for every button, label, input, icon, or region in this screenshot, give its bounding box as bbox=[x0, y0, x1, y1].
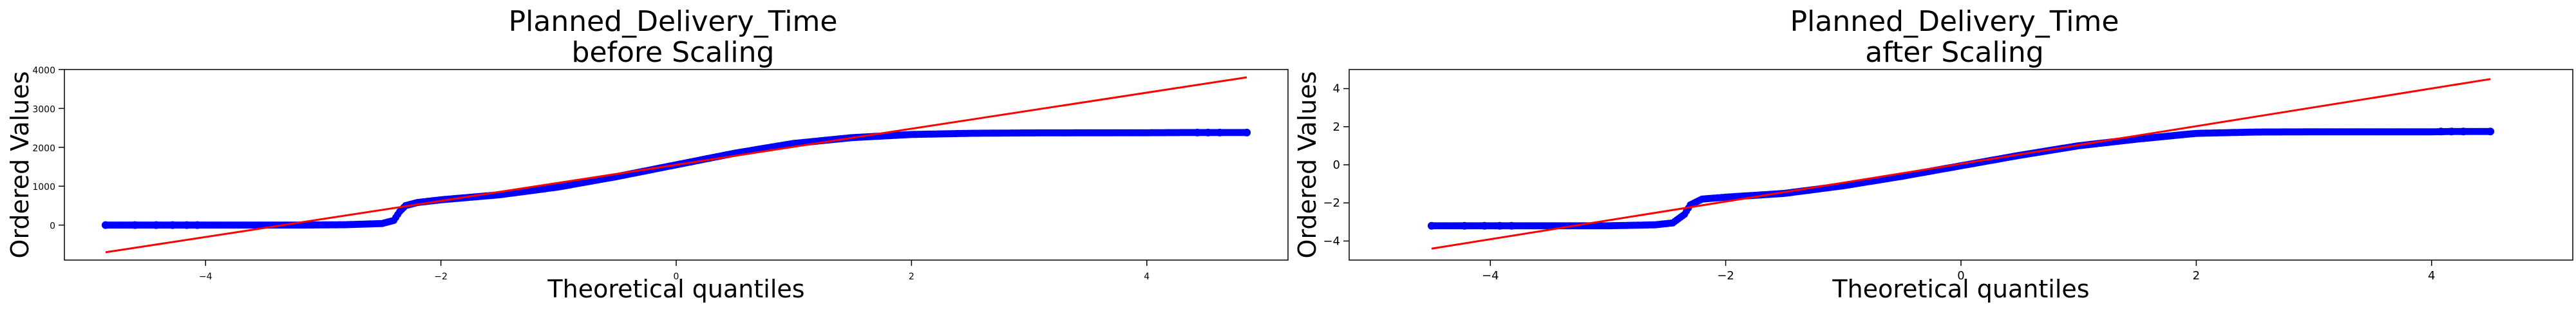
x-tick-label: 0 bbox=[674, 272, 679, 282]
tail-point bbox=[1461, 221, 1468, 230]
tail-point bbox=[1204, 128, 1212, 136]
x-tick-label: −4 bbox=[1482, 269, 1499, 283]
y-tick-label: 4000 bbox=[32, 66, 55, 76]
x-axis-label: Theoretical quantiles bbox=[547, 275, 804, 303]
x-tick-label: 2 bbox=[2193, 269, 2200, 283]
tail-point bbox=[1508, 221, 1516, 230]
tail-point bbox=[101, 221, 109, 229]
y-axis-label: Ordered Values bbox=[1293, 71, 1321, 259]
tail-point bbox=[1495, 221, 1504, 230]
chart-title-line1: Planned_Delivery_Time bbox=[1790, 5, 2119, 38]
tail-point bbox=[131, 221, 139, 229]
x-axis-ticks: −4 −2 0 2 4 bbox=[199, 260, 1150, 282]
chart-title-line1: Planned_Delivery_Time bbox=[509, 5, 838, 38]
y-axis-ticks: −4 −2 0 2 4 bbox=[1323, 82, 1349, 248]
tail-point bbox=[2486, 127, 2495, 136]
fit-line bbox=[1431, 78, 2491, 250]
y-axis-label: Ordered Values bbox=[6, 71, 34, 259]
y-tick-label: −4 bbox=[1323, 234, 1340, 248]
x-axis-label: Theoretical quantiles bbox=[1832, 275, 2089, 303]
y-tick-label: 3000 bbox=[32, 104, 55, 115]
data-marks bbox=[101, 76, 1251, 254]
y-tick-label: 0 bbox=[50, 221, 55, 232]
y-tick-label: 0 bbox=[1333, 158, 1340, 172]
tail-point bbox=[2447, 127, 2456, 136]
tail-point bbox=[193, 221, 202, 229]
tail-point bbox=[152, 221, 160, 229]
tail-point bbox=[1481, 221, 1489, 230]
x-tick-label: 0 bbox=[1957, 269, 1964, 283]
x-axis-ticks: −4 −2 0 2 4 bbox=[1482, 260, 2435, 283]
tail-point bbox=[1427, 221, 1435, 230]
qq-plot-after-scaling: Planned_Delivery_Time after Scaling −4 −2… bbox=[1293, 5, 2573, 303]
y-axis-ticks: 0 1000 2000 3000 4000 bbox=[32, 66, 64, 232]
tail-point bbox=[169, 221, 177, 229]
y-tick-label: 4 bbox=[1333, 82, 1340, 96]
x-tick-label: −2 bbox=[434, 272, 448, 282]
fit-line bbox=[105, 76, 1247, 254]
data-marks bbox=[1427, 78, 2495, 250]
chart-title-line2: after Scaling bbox=[1865, 36, 2043, 69]
x-tick-label: 4 bbox=[1144, 272, 1150, 282]
tail-point bbox=[2459, 127, 2468, 136]
qq-plot-before-scaling: Planned_Delivery_Time before Scaling −4−… bbox=[6, 5, 1289, 303]
tail-point bbox=[1193, 128, 1202, 136]
tail-point bbox=[1243, 128, 1251, 136]
tail-point bbox=[2437, 127, 2445, 136]
x-tick-label: −4 bbox=[199, 272, 213, 282]
tail-point bbox=[1216, 128, 1224, 136]
y-tick-label: −2 bbox=[1323, 196, 1340, 210]
y-tick-label: 2000 bbox=[32, 144, 55, 154]
tail-point bbox=[183, 221, 191, 229]
x-tick-label: −2 bbox=[1717, 269, 1734, 283]
x-tick-label: 2 bbox=[909, 272, 914, 282]
x-tick-label: 4 bbox=[2428, 269, 2435, 283]
y-tick-label: 2 bbox=[1333, 120, 1340, 134]
chart-title-line2: before Scaling bbox=[572, 36, 775, 69]
y-tick-label: 1000 bbox=[32, 182, 55, 192]
